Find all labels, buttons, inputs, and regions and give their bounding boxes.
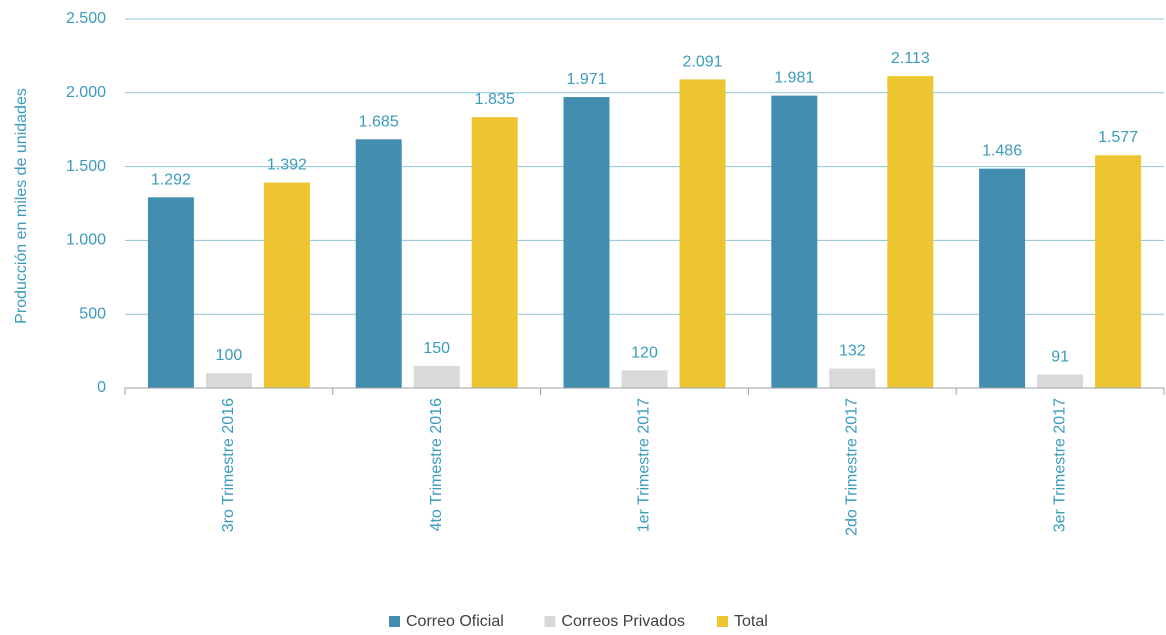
y-axis-tick-labels: 0 500 1.000 1.500 2.000 2.500 — [66, 10, 106, 396]
y-tick-label: 1.500 — [66, 158, 106, 175]
data-label: 1.577 — [1098, 129, 1138, 146]
data-label: 1.971 — [566, 71, 606, 88]
data-labels: 1.292 100 1.392 1.685 150 1.835 1.971 120 2.091 1… — [151, 50, 1138, 365]
bar-correos-privados — [621, 370, 668, 388]
data-label: 150 — [423, 340, 450, 357]
legend-swatch — [389, 616, 400, 627]
bar-correo-oficial — [771, 95, 818, 388]
y-tick-label: 500 — [79, 305, 106, 322]
bar-correos-privados — [1037, 374, 1084, 388]
legend-swatch — [544, 616, 556, 627]
bar-total — [679, 79, 726, 388]
bar-correo-oficial — [979, 168, 1026, 388]
y-tick-label: 2.500 — [66, 10, 106, 27]
y-axis-title: Producción en miles de unidades — [13, 88, 30, 324]
data-label: 1.486 — [982, 143, 1022, 160]
bar-correo-oficial — [147, 197, 194, 388]
bar-correos-privados — [413, 365, 460, 388]
data-label: 100 — [216, 347, 243, 364]
y-tick-label: 1.000 — [66, 232, 106, 249]
x-tick-label: 3ro Trimestre 2016 — [220, 398, 237, 532]
bar-total — [1095, 155, 1142, 388]
data-label: 132 — [839, 343, 866, 360]
data-label: 2.091 — [682, 53, 722, 70]
data-label: 91 — [1051, 349, 1069, 366]
data-label: 1.685 — [359, 113, 399, 130]
x-tick-label: 4to Trimestre 2016 — [428, 398, 445, 532]
x-tick-label: 3er Trimestre 2017 — [1051, 398, 1068, 532]
legend-swatch — [717, 616, 728, 627]
data-label: 1.392 — [267, 157, 307, 174]
legend: Correo Oficial Correos Privados Total — [389, 613, 768, 630]
bar-correos-privados — [205, 373, 252, 388]
legend-label: Correos Privados — [561, 613, 685, 630]
data-label: 120 — [631, 344, 658, 361]
legend-label: Total — [734, 613, 768, 630]
data-label: 1.292 — [151, 171, 191, 188]
y-tick-label: 2.000 — [66, 84, 106, 101]
bar-series — [147, 76, 1142, 389]
legend-label: Correo Oficial — [406, 613, 504, 630]
bar-correo-oficial — [563, 97, 610, 389]
y-tick-label: 0 — [97, 379, 106, 396]
bar-total — [887, 76, 934, 388]
bar-correo-oficial — [355, 139, 402, 388]
bar-correos-privados — [829, 368, 876, 388]
bar-total — [263, 182, 310, 388]
bar-total — [471, 117, 518, 389]
data-label: 1.835 — [475, 91, 515, 108]
data-label: 2.113 — [891, 50, 930, 67]
data-label: 1.981 — [774, 70, 814, 87]
x-tick-label: 2do Trimestre 2017 — [844, 398, 861, 536]
x-tick-label: 1er Trimestre 2017 — [636, 398, 653, 532]
x-axis: 3ro Trimestre 2016 4to Trimestre 2016 1er … — [124, 387, 1165, 536]
